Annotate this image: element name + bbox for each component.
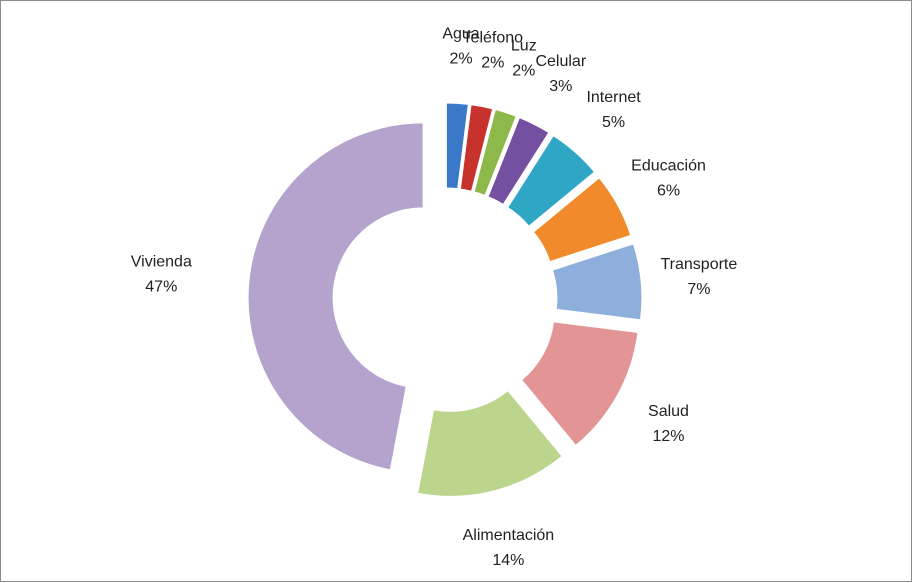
slice-label-value: 6% <box>657 182 680 199</box>
doughnut-slice <box>445 102 469 190</box>
slice-label-value: 5% <box>602 114 625 131</box>
slice-label-name: Salud <box>648 403 689 420</box>
doughnut-slice <box>520 321 639 447</box>
doughnut-slice <box>507 135 596 227</box>
doughnut-slice <box>417 389 563 497</box>
doughnut-slice <box>532 177 632 263</box>
slice-label-value: 3% <box>549 78 572 95</box>
doughnut-slice <box>487 117 550 206</box>
slice-label-name: Internet <box>586 89 641 106</box>
slice-label-value: 12% <box>652 428 684 445</box>
slice-label-name: Alimentación <box>463 527 555 544</box>
doughnut-slice <box>551 243 643 321</box>
doughnut-slice <box>247 122 424 471</box>
doughnut-slice <box>473 108 517 197</box>
slice-label-value: 14% <box>492 552 524 569</box>
slice-label-name: Vivienda <box>131 253 192 270</box>
slice-label-name: Celular <box>535 53 586 70</box>
slice-label-name: Educación <box>631 157 706 174</box>
slice-label-name: Agua <box>442 26 479 43</box>
slice-label-value: 47% <box>145 278 177 295</box>
slice-label-value: 2% <box>449 51 472 68</box>
slice-label-name: Luz <box>511 38 537 55</box>
doughnut-slice <box>459 104 494 192</box>
slice-label-value: 7% <box>687 281 710 298</box>
slice-label-value: 2% <box>512 63 535 80</box>
slice-label-name: Teléfono <box>463 30 524 47</box>
slice-label-name: Transporte <box>661 256 738 273</box>
slice-label-value: 2% <box>481 55 504 72</box>
